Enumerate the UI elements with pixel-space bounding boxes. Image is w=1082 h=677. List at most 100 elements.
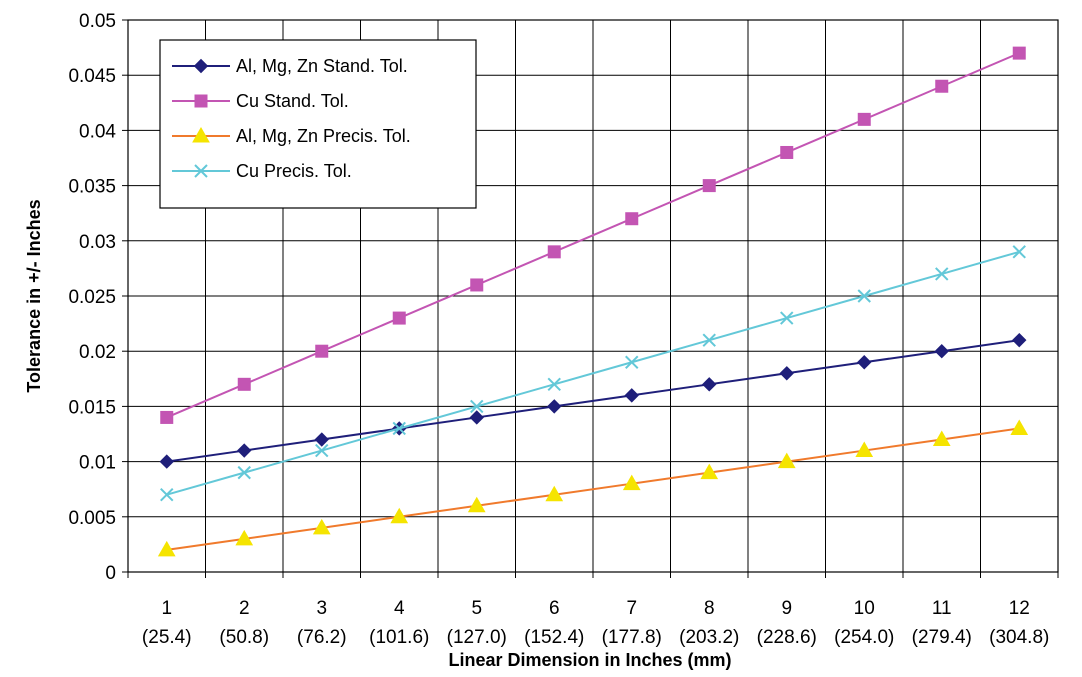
series-2 <box>157 419 1029 557</box>
triangle-marker <box>855 441 874 458</box>
series-line <box>166 52 1020 419</box>
legend-item: Cu Stand. Tol. <box>172 91 349 111</box>
x-tick-label: 11 <box>932 598 952 619</box>
square-marker <box>547 245 561 259</box>
square-marker <box>160 410 174 424</box>
x-marker-stroke <box>160 488 174 502</box>
y-tick-label: 0.01 <box>79 453 116 474</box>
x-marker-stroke <box>857 289 871 303</box>
x-tick-label: 2 <box>239 598 250 619</box>
triangle-marker <box>1010 419 1029 435</box>
series-lines <box>157 46 1029 557</box>
diamond-marker <box>237 443 252 458</box>
square-marker <box>1012 46 1026 60</box>
y-tick-label: 0.05 <box>79 11 116 32</box>
x-marker-stroke <box>702 333 716 347</box>
diamond-marker <box>1012 332 1027 348</box>
y-tick-label: 0.03 <box>79 232 116 253</box>
y-tick-label: 0.015 <box>68 397 116 418</box>
x-tick-sublabel: (25.4) <box>142 627 192 648</box>
square-marker <box>625 212 639 226</box>
series-line <box>166 427 1020 551</box>
x-tick-label: 9 <box>781 598 792 619</box>
y-tick-label: 0.035 <box>68 177 116 198</box>
x-marker-stroke <box>935 267 949 281</box>
diamond-marker <box>469 410 484 425</box>
square-marker <box>392 311 406 325</box>
diamond-marker <box>779 366 794 381</box>
diamond-marker <box>193 58 209 74</box>
x-marker-stroke <box>237 465 251 480</box>
y-tick-label: 0.02 <box>79 342 116 363</box>
x-marker-stroke <box>780 311 794 325</box>
square-marker <box>857 112 871 126</box>
diamond-marker <box>702 377 717 392</box>
legend-label: Al, Mg, Zn Stand. Tol. <box>236 56 408 76</box>
legend-box <box>159 39 477 209</box>
triangle-marker <box>312 518 331 535</box>
triangle-marker <box>545 485 564 502</box>
x-tick-sublabel: (254.0) <box>834 627 894 648</box>
legend-item: Cu Precis. Tol. <box>172 161 352 181</box>
series-0 <box>159 332 1027 469</box>
x-marker-stroke <box>547 377 561 392</box>
legend-label: Cu Precis. Tol. <box>236 161 352 181</box>
x-tick-label: 7 <box>626 598 637 619</box>
legend: Al, Mg, Zn Stand. Tol. Cu Stand. Tol. Al, … <box>159 39 477 209</box>
diamond-marker <box>314 432 329 447</box>
triangle-marker <box>235 529 254 546</box>
square-marker <box>702 179 716 193</box>
x-tick-sublabel: (50.8) <box>219 627 269 648</box>
x-marker-stroke <box>194 164 208 178</box>
x-axis-title: Linear Dimension in Inches (mm) <box>448 650 731 670</box>
x-marker-stroke <box>470 399 484 414</box>
x-tick-label: 4 <box>394 598 405 619</box>
triangle-marker <box>932 430 951 447</box>
series-line <box>166 339 1020 463</box>
diamond-marker <box>547 399 562 414</box>
legend-label: Al, Mg, Zn Precis. Tol. <box>236 126 411 146</box>
x-tick-sublabel: (127.0) <box>447 627 507 648</box>
y-axis-title: Tolerance in +/- Inches <box>24 199 44 392</box>
x-tick-label: 1 <box>161 598 172 619</box>
diamond-marker <box>159 454 174 469</box>
x-marker-stroke <box>625 355 639 369</box>
series-line <box>166 250 1020 496</box>
legend-item: Al, Mg, Zn Stand. Tol. <box>172 56 408 76</box>
x-tick-sublabel: (101.6) <box>369 627 429 648</box>
triangle-marker <box>390 507 409 524</box>
x-tick-sublabel: (304.8) <box>989 627 1049 648</box>
triangle-marker <box>157 540 176 557</box>
x-tick-sublabel: (177.8) <box>602 627 662 648</box>
diamond-marker <box>857 355 872 370</box>
series-1 <box>160 46 1026 424</box>
triangle-marker <box>467 496 486 513</box>
x-tick-label: 10 <box>854 598 875 619</box>
x-tick-label: 3 <box>316 598 327 619</box>
y-tick-label: 0.025 <box>68 287 116 308</box>
square-marker <box>237 377 251 391</box>
plot-area-border <box>127 19 1059 573</box>
series-3 <box>160 245 1026 502</box>
x-tick-sublabel: (152.4) <box>524 627 584 648</box>
x-tick-sublabel: (76.2) <box>297 627 347 648</box>
x-tick-sublabel: (279.4) <box>912 627 972 648</box>
diamond-marker <box>934 343 949 359</box>
triangle-marker <box>622 474 641 491</box>
y-tick-label: 0.045 <box>68 66 116 87</box>
square-marker <box>194 94 208 108</box>
legend-item: Al, Mg, Zn Precis. Tol. <box>172 126 411 146</box>
x-marker-stroke <box>315 443 329 458</box>
x-marker-stroke <box>392 421 406 436</box>
square-marker <box>780 145 794 159</box>
axes: 0 0.005 0.01 0.015 0.02 0.025 0.03 0.035 0.04 0.0… <box>68 11 1059 648</box>
y-tick-label: 0.005 <box>68 508 116 529</box>
y-tick-label: 0.04 <box>79 121 116 142</box>
y-tick-label: 0 <box>105 563 116 584</box>
x-tick-label: 12 <box>1009 598 1030 619</box>
triangle-marker <box>777 452 796 469</box>
triangle-marker <box>700 463 719 480</box>
x-tick-label: 6 <box>549 598 560 619</box>
